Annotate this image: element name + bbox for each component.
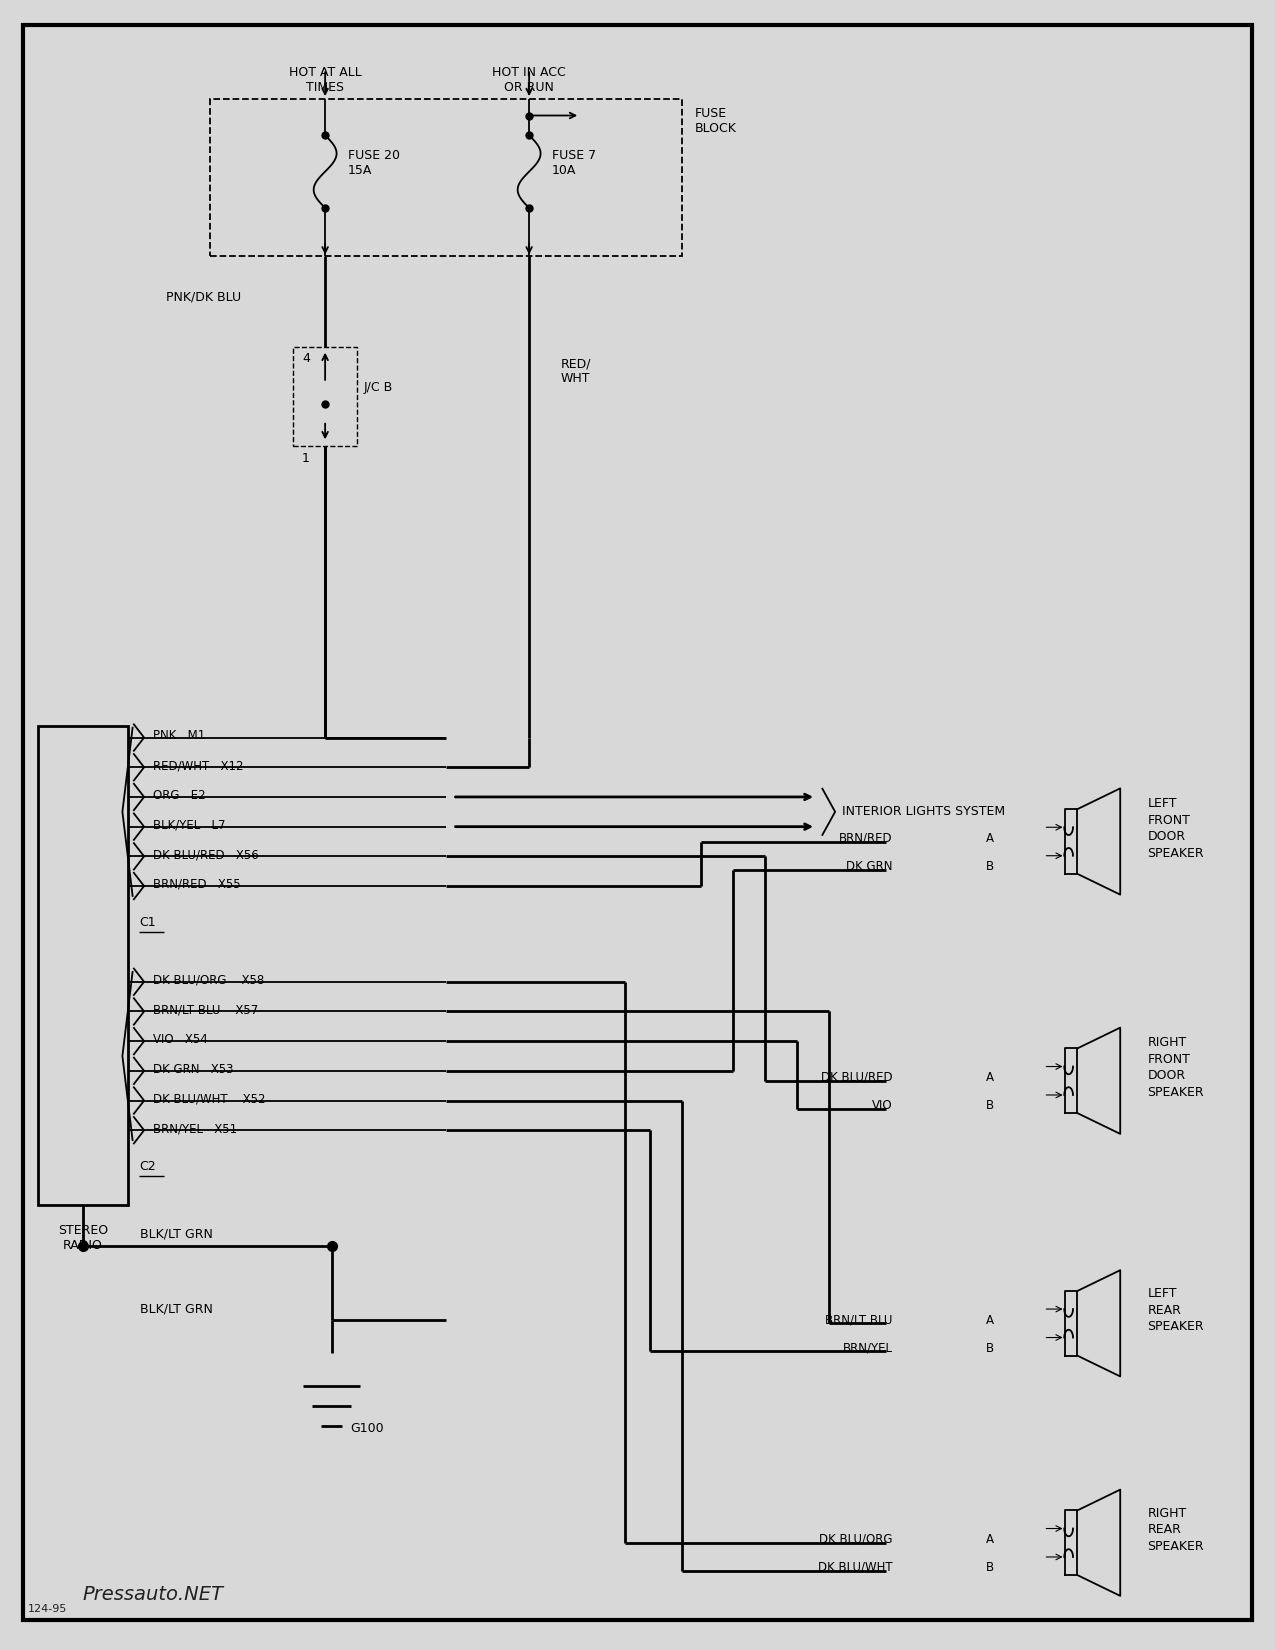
Text: RIGHT
REAR
SPEAKER: RIGHT REAR SPEAKER (1148, 1506, 1204, 1553)
Text: RED/
WHT: RED/ WHT (561, 358, 592, 384)
Text: BRN/LT BLU: BRN/LT BLU (825, 1313, 892, 1327)
Text: RIGHT
FRONT
DOOR
SPEAKER: RIGHT FRONT DOOR SPEAKER (1148, 1036, 1204, 1099)
Text: A: A (986, 1313, 993, 1327)
Text: INTERIOR LIGHTS SYSTEM: INTERIOR LIGHTS SYSTEM (842, 805, 1005, 818)
Text: B: B (986, 1561, 993, 1574)
Text: DK BLU/RED: DK BLU/RED (821, 1071, 892, 1084)
Text: BLK/LT GRN: BLK/LT GRN (140, 1228, 213, 1241)
Text: BRN/YEL: BRN/YEL (843, 1341, 892, 1355)
Text: BRN/RED   X55: BRN/RED X55 (153, 878, 241, 891)
Text: BRN/RED: BRN/RED (839, 832, 892, 845)
Text: A: A (986, 1533, 993, 1546)
Text: BLK/LT GRN: BLK/LT GRN (140, 1302, 213, 1315)
Text: DK BLU/WHT    X52: DK BLU/WHT X52 (153, 1092, 265, 1106)
Text: VIO: VIO (872, 1099, 892, 1112)
Text: A: A (986, 1071, 993, 1084)
Text: LEFT
FRONT
DOOR
SPEAKER: LEFT FRONT DOOR SPEAKER (1148, 797, 1204, 860)
Text: C2: C2 (139, 1160, 156, 1173)
Text: FUSE 7
10A: FUSE 7 10A (552, 150, 597, 177)
Text: HOT AT ALL
TIMES: HOT AT ALL TIMES (288, 66, 362, 94)
Text: ORG   E2: ORG E2 (153, 789, 205, 802)
Text: B: B (986, 1341, 993, 1355)
Text: HOT IN ACC
OR RUN: HOT IN ACC OR RUN (492, 66, 566, 94)
Text: BRN/YEL   X51: BRN/YEL X51 (153, 1122, 237, 1135)
Text: 124-95: 124-95 (28, 1604, 68, 1614)
Text: G100: G100 (351, 1422, 384, 1436)
Text: 1: 1 (302, 452, 310, 465)
Text: FUSE 20
15A: FUSE 20 15A (348, 150, 400, 177)
Text: RED/WHT   X12: RED/WHT X12 (153, 759, 244, 772)
Text: VIO   X54: VIO X54 (153, 1033, 208, 1046)
Text: DK BLU/RED   X56: DK BLU/RED X56 (153, 848, 259, 861)
Text: STEREO
RADIO: STEREO RADIO (57, 1224, 108, 1252)
Text: B: B (986, 860, 993, 873)
Text: PNK/DK BLU: PNK/DK BLU (166, 290, 241, 304)
Text: FUSE
BLOCK: FUSE BLOCK (695, 107, 737, 135)
Text: B: B (986, 1099, 993, 1112)
Text: BLK/YEL   L7: BLK/YEL L7 (153, 818, 226, 832)
Text: DK GRN   X53: DK GRN X53 (153, 1063, 233, 1076)
Text: A: A (986, 832, 993, 845)
Text: PNK   M1: PNK M1 (153, 729, 205, 742)
Text: Pressauto.NET: Pressauto.NET (83, 1584, 224, 1604)
Text: LEFT
REAR
SPEAKER: LEFT REAR SPEAKER (1148, 1287, 1204, 1333)
Text: BRN/LT BLU    X57: BRN/LT BLU X57 (153, 1003, 259, 1016)
Text: 4: 4 (302, 351, 310, 365)
Text: DK BLU/ORG: DK BLU/ORG (819, 1533, 892, 1546)
Text: DK BLU/ORG    X58: DK BLU/ORG X58 (153, 974, 264, 987)
Text: C1: C1 (139, 916, 156, 929)
Text: DK BLU/WHT: DK BLU/WHT (817, 1561, 892, 1574)
Text: J/C B: J/C B (363, 381, 393, 394)
Text: DK GRN: DK GRN (847, 860, 892, 873)
